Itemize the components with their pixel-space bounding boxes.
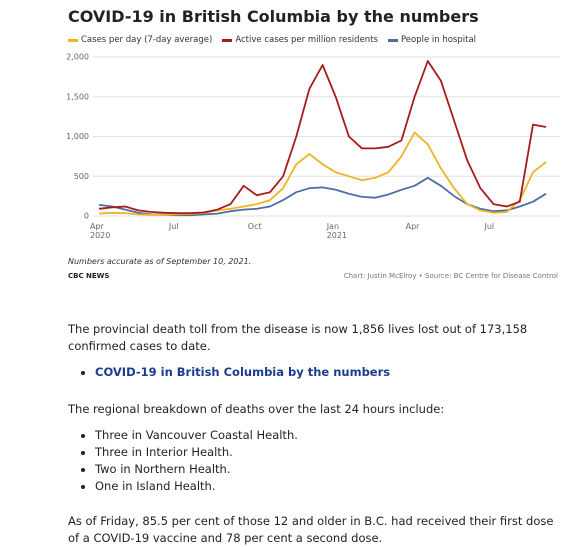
list-item: Three in Vancouver Coastal Health.	[95, 427, 585, 444]
legend-swatch	[387, 38, 398, 42]
brand: CBC NEWS	[68, 272, 110, 280]
link-item: COVID-19 in British Columbia by the numb…	[95, 364, 585, 381]
legend-label: Active cases per million residents	[235, 35, 378, 45]
paragraph: As of Friday, 85.5 per cent of those 12 …	[68, 514, 554, 545]
legend: Cases per day (7-day average) Active case…	[68, 35, 476, 45]
credit: Chart: Justin McElroy • Source: BC Centr…	[343, 272, 558, 280]
y-tick-label: 0	[84, 212, 89, 221]
legend-label: Cases per day (7-day average)	[81, 35, 213, 45]
legend-item: Cases per day (7-day average)	[68, 35, 212, 45]
series-line	[98, 131, 547, 216]
link[interactable]: COVID-19 in British Columbia by the numb…	[95, 365, 391, 379]
list-item: One in Island Health.	[95, 478, 585, 495]
paragraph: The regional breakdown of deaths over th…	[68, 402, 445, 416]
legend-item: People in hospital	[387, 35, 477, 45]
x-tick-label: Jan 2021	[326, 222, 348, 240]
y-tick-label: 500	[74, 172, 89, 181]
link-list: COVID-19 in British Columbia by the numb…	[68, 364, 585, 381]
x-tick-label: Jul	[484, 222, 495, 231]
legend-swatch	[222, 38, 233, 42]
note: Numbers accurate as of September 10, 202…	[68, 257, 252, 266]
x-tick-label: Apr	[405, 222, 420, 231]
y-tick-label: 2,000	[66, 53, 89, 62]
y-tick-label: 1,500	[66, 92, 89, 101]
series-line	[98, 60, 547, 215]
legend-item: Active cases per million residents	[222, 35, 378, 45]
paragraph: The provincial death toll from the disea…	[68, 322, 528, 353]
x-tick-label: Jul	[168, 222, 179, 231]
y-tick-label: 1,000	[66, 132, 89, 141]
x-tick-label: Apr 2020	[90, 222, 111, 240]
list-item: Three in Interior Health.	[95, 444, 585, 461]
x-tick-label: Oct	[247, 222, 262, 231]
chart-title: COVID-19 in British Columbia by the numb…	[68, 7, 479, 26]
legend-label: People in hospital	[400, 35, 477, 45]
legend-swatch	[68, 38, 78, 42]
list-item: Two in Northern Health.	[95, 461, 585, 478]
list: Three in Vancouver Coastal Health.Three …	[68, 427, 585, 495]
chart: 0 500 1,000 1,500 2,000	[66, 53, 560, 221]
